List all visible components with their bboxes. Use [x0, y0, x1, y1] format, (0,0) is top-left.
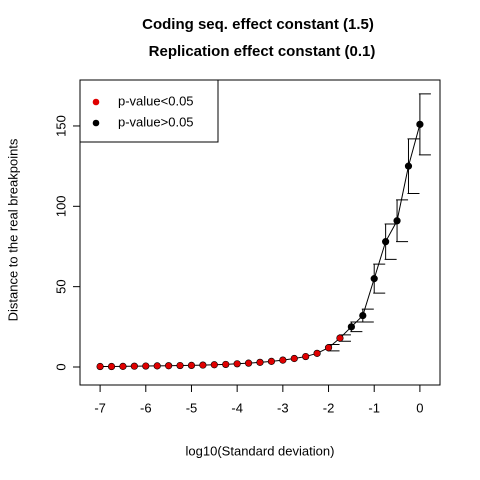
x-tick-label: -1: [368, 400, 380, 415]
data-point: [302, 352, 310, 361]
legend-marker: [92, 119, 100, 127]
data-point: [370, 275, 378, 283]
legend-marker: [92, 98, 100, 106]
data-point: [404, 162, 413, 170]
data-point: [210, 361, 218, 369]
x-tick-label: -2: [323, 400, 335, 415]
x-axis-label: log10(Standard deviation): [186, 443, 335, 458]
data-point: [165, 362, 173, 370]
x-tick-label: 0: [416, 400, 423, 415]
chart-title: Coding seq. effect constant (1.5): [142, 16, 374, 33]
data-point: [347, 323, 355, 331]
data-point: [416, 120, 424, 128]
data-point: [382, 238, 390, 246]
legend-label: p-value<0.05: [118, 93, 194, 108]
data-point: [187, 361, 196, 369]
data-point: [290, 354, 298, 363]
x-tick-label: -5: [186, 400, 198, 415]
data-point: [142, 362, 150, 370]
x-tick-label: -3: [277, 400, 289, 415]
data-point: [267, 357, 276, 365]
plot-box: [79, 79, 441, 386]
data-point: [222, 360, 230, 369]
data-point: [324, 344, 333, 352]
data-point: [233, 360, 241, 368]
x-tick-label: -6: [140, 400, 152, 415]
y-tick-label: 150: [53, 115, 68, 137]
y-tick-label: 50: [53, 279, 68, 293]
data-point: [199, 361, 207, 369]
legend-label: p-value>0.05: [118, 114, 194, 129]
data-point: [244, 359, 253, 367]
data-line: [100, 124, 421, 368]
y-axis-label: Distance to the real breakpoints: [5, 138, 20, 321]
x-tick-label: -4: [231, 400, 243, 415]
data-point: [336, 334, 344, 342]
data-point: [153, 362, 161, 370]
data-point: [119, 362, 127, 370]
chart-subtitle: Replication effect constant (0.1): [149, 43, 376, 60]
data-point: [130, 362, 138, 370]
legend-box: [79, 79, 219, 143]
data-point: [256, 358, 264, 366]
data-point: [96, 362, 104, 371]
data-point: [359, 311, 367, 320]
y-tick-label: 100: [53, 195, 68, 217]
data-point: [393, 217, 401, 225]
x-tick-label: -7: [94, 400, 106, 415]
data-point: [313, 349, 321, 357]
data-point: [279, 356, 287, 364]
data-point: [176, 361, 184, 370]
y-tick-label: 0: [53, 363, 68, 370]
data-point: [107, 362, 116, 371]
